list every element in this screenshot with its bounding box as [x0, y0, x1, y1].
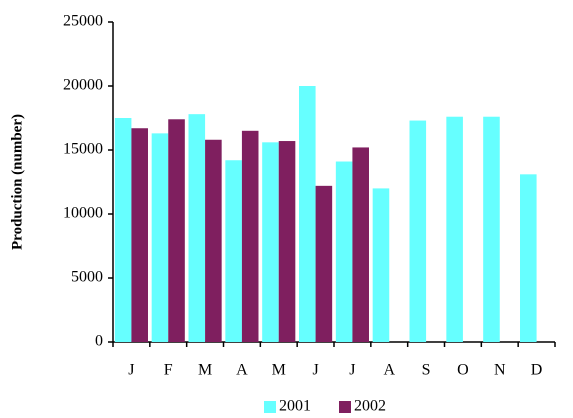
- x-tick-label: A: [236, 362, 248, 379]
- x-tick-label: J: [128, 362, 134, 379]
- bar: [352, 147, 369, 342]
- legend-label: 2002: [354, 398, 386, 415]
- bar: [335, 161, 353, 342]
- bar: [262, 142, 279, 342]
- y-tick-label: 0: [95, 333, 103, 350]
- y-tick-label: 10000: [63, 205, 103, 222]
- y-tick-label: 25000: [63, 13, 103, 30]
- bar: [188, 114, 206, 342]
- y-tick-label: 5000: [71, 269, 103, 286]
- x-tick-label: M: [272, 362, 286, 379]
- x-tick-label: N: [494, 362, 506, 379]
- legend-swatch: [339, 401, 351, 413]
- x-tick-label: D: [531, 362, 543, 379]
- bar: [241, 130, 259, 342]
- bar: [372, 188, 390, 342]
- legend-label: 2001: [279, 398, 311, 415]
- bar: [168, 119, 185, 342]
- bar: [299, 86, 316, 342]
- x-tick-label: F: [164, 362, 173, 379]
- y-axis-title: Production (number): [9, 114, 25, 250]
- bar: [205, 139, 222, 342]
- y-tick-label: 15000: [63, 141, 103, 158]
- bar: [225, 160, 242, 342]
- x-tick-label: J: [349, 362, 355, 379]
- bar: [278, 141, 296, 342]
- bar: [409, 120, 427, 342]
- bar: [114, 118, 132, 342]
- bar: [315, 185, 333, 342]
- x-tick-label: M: [198, 362, 212, 379]
- x-tick-label: A: [383, 362, 395, 379]
- bar: [151, 133, 169, 342]
- y-tick-label: 20000: [63, 77, 103, 94]
- bar: [483, 116, 500, 342]
- x-tick-label: J: [312, 362, 318, 379]
- legend-swatch: [264, 401, 276, 413]
- x-tick-label: S: [422, 362, 431, 379]
- bar: [446, 116, 463, 342]
- bar: [131, 128, 148, 342]
- bar: [520, 174, 537, 342]
- x-tick-label: O: [457, 362, 469, 379]
